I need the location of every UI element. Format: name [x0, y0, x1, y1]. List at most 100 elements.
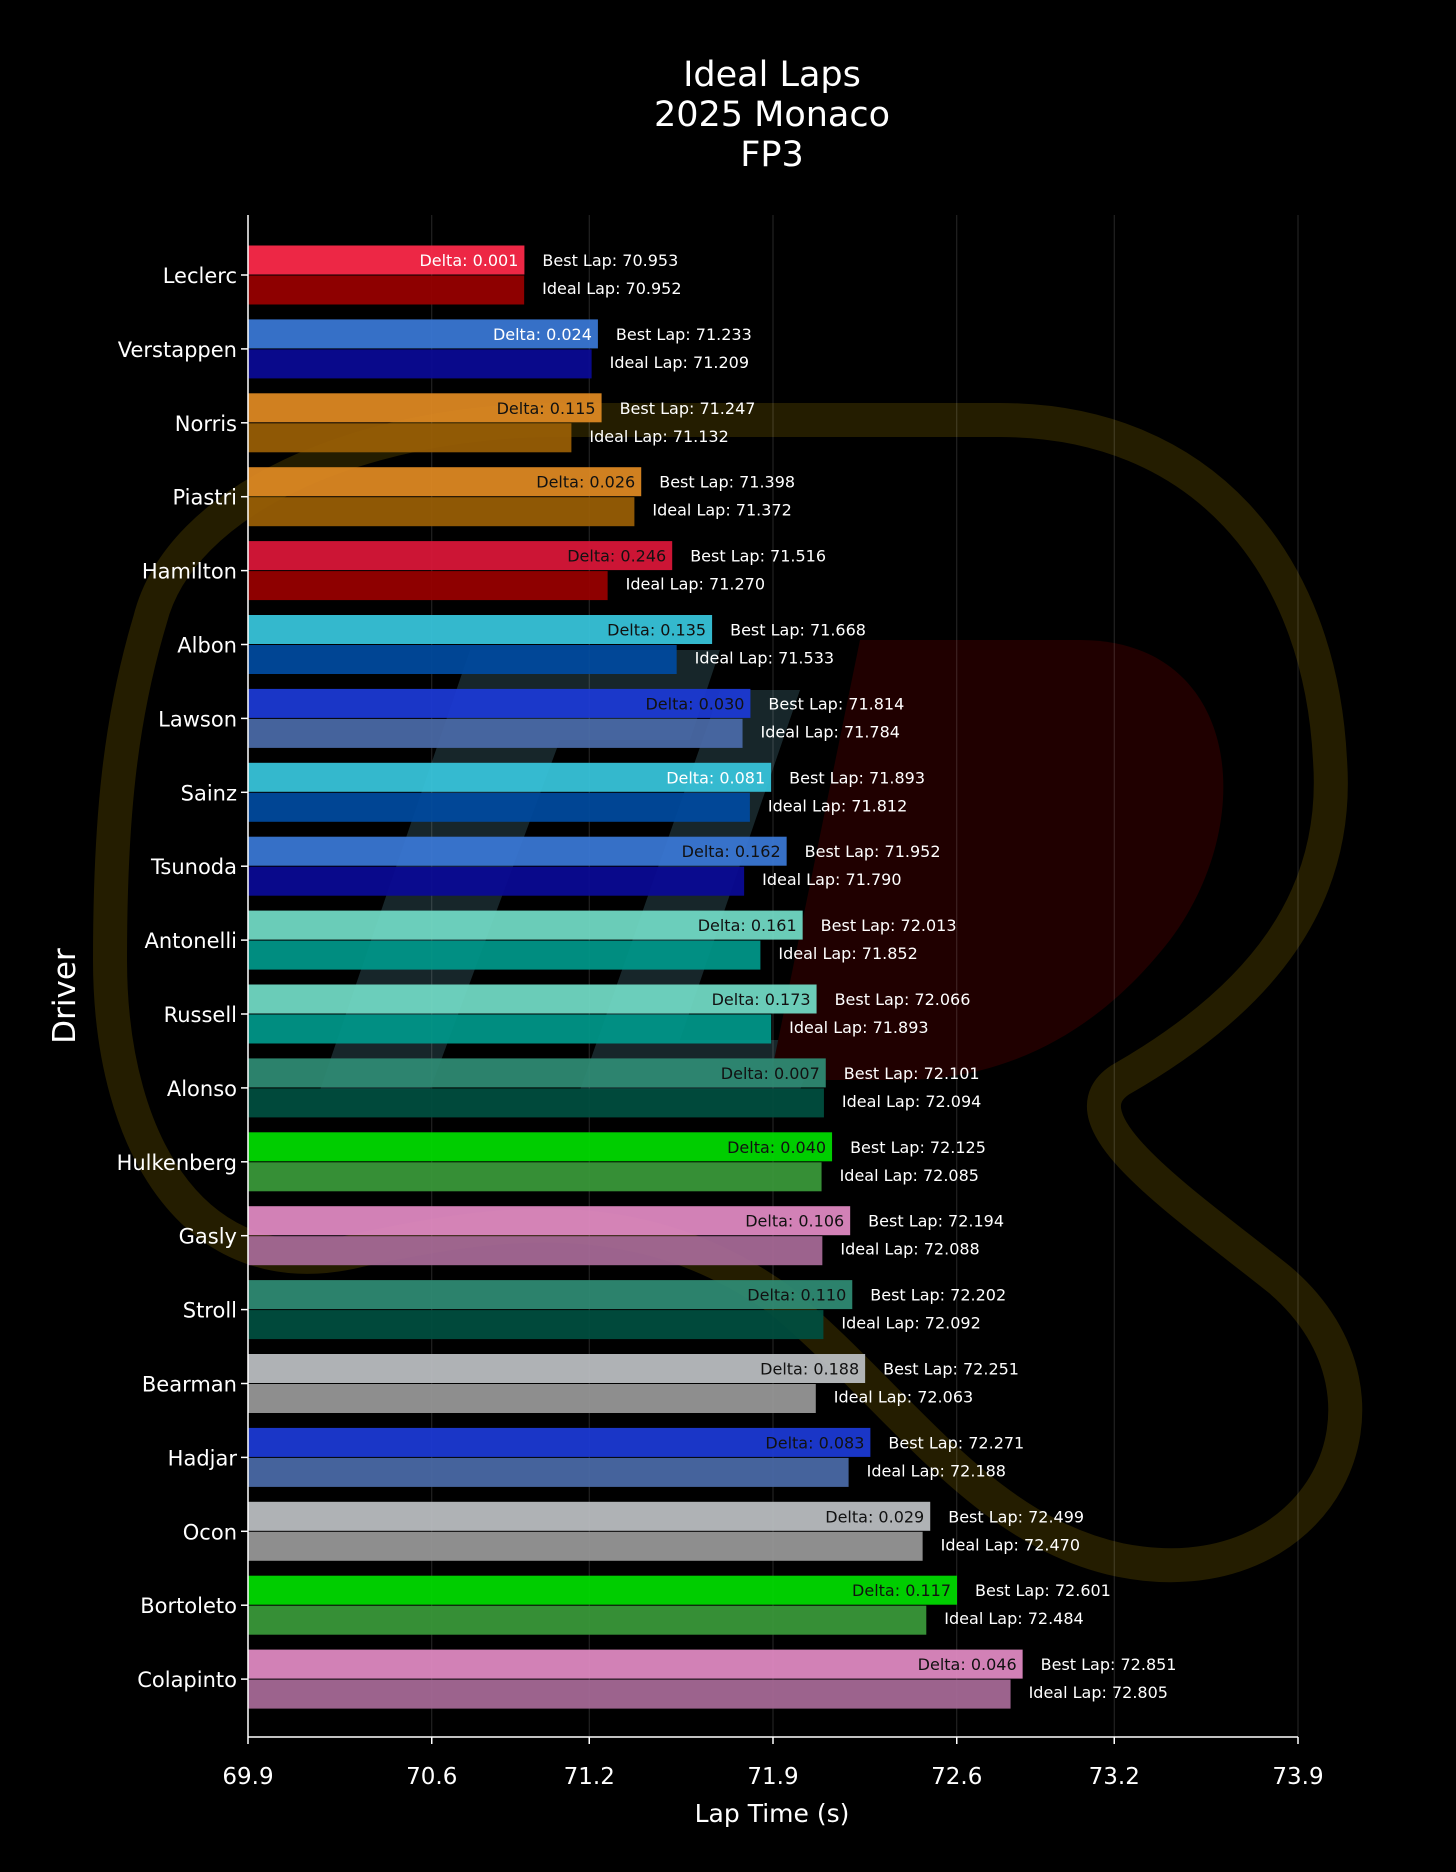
best-lap-bar [248, 836, 787, 866]
chart-title-line-3: FP3 [740, 135, 804, 175]
driver-labels: Leclerc Verstappen Norris Piastri Hamilton Al… [117, 264, 248, 1692]
ideal-lap-label: Ideal Lap: 72.063 [834, 1388, 973, 1407]
bars [248, 245, 1023, 1709]
best-lap-bar [248, 1649, 1023, 1679]
driver-label: Russell [164, 1003, 237, 1027]
x-tick-label: 70.6 [406, 1764, 457, 1790]
ideal-lap-label: Ideal Lap: 72.805 [1029, 1683, 1168, 1702]
ideal-lap-label: Ideal Lap: 71.372 [652, 501, 791, 520]
x-tick-labels: 69.9 70.6 71.2 71.9 72.6 73.2 73.9 [222, 1737, 1324, 1790]
delta-label: Delta: 0.173 [712, 990, 811, 1009]
driver-label: Lawson [158, 707, 237, 731]
driver-label: Hadjar [168, 1446, 238, 1470]
best-lap-bar [248, 1280, 853, 1310]
delta-label: Delta: 0.246 [567, 547, 666, 566]
best-lap-bar [248, 688, 751, 718]
x-tick-label: 71.2 [564, 1764, 615, 1790]
ideal-lap-label: Ideal Lap: 71.533 [695, 649, 834, 668]
best-lap-label: Best Lap: 71.893 [789, 768, 925, 787]
driver-label: Stroll [183, 1299, 237, 1323]
driver-label: Bortoleto [140, 1594, 237, 1618]
best-lap-bar [248, 1354, 866, 1383]
ideal-lap-label: Ideal Lap: 72.188 [867, 1461, 1006, 1480]
best-lap-bar [248, 762, 772, 792]
best-lap-label: Best Lap: 72.601 [975, 1581, 1111, 1600]
ideal-lap-bar [248, 1384, 816, 1413]
chart-title-line-2: 2025 Monaco [654, 95, 890, 135]
ideal-lap-bar [248, 1088, 824, 1118]
ideal-lap-bar [248, 423, 572, 453]
best-lap-bar [248, 245, 525, 275]
x-tick-label: 69.9 [222, 1764, 273, 1790]
best-lap-bar [248, 467, 642, 497]
ideal-lap-label: Ideal Lap: 71.270 [626, 575, 765, 594]
ideal-lap-bar [248, 1605, 927, 1635]
delta-label: Delta: 0.161 [698, 916, 797, 935]
best-lap-label: Best Lap: 72.251 [883, 1360, 1019, 1379]
ideal-lap-label: Ideal Lap: 72.088 [840, 1240, 979, 1259]
ideal-lap-label: Ideal Lap: 72.092 [841, 1314, 980, 1333]
best-lap-bar [248, 393, 602, 423]
delta-label: Delta: 0.007 [721, 1064, 820, 1083]
best-lap-bar [248, 1501, 931, 1531]
ideal-lap-bar [248, 1236, 823, 1266]
delta-label: Delta: 0.001 [419, 251, 518, 270]
delta-label: Delta: 0.106 [745, 1212, 844, 1231]
ideal-lap-bar [248, 645, 677, 674]
delta-label: Delta: 0.083 [765, 1433, 864, 1452]
ideal-lap-bar [248, 1162, 822, 1192]
ideal-lap-bar [248, 1531, 923, 1561]
delta-label: Delta: 0.029 [825, 1507, 924, 1526]
driver-label: Leclerc [163, 264, 237, 288]
best-lap-label: Best Lap: 71.247 [620, 399, 756, 418]
ideal-lap-bar [248, 1310, 824, 1340]
best-lap-label: Best Lap: 72.851 [1041, 1655, 1177, 1674]
ideal-lap-label: Ideal Lap: 72.484 [944, 1609, 1083, 1628]
best-lap-label: Best Lap: 70.953 [542, 251, 678, 270]
ideal-lap-label: Ideal Lap: 71.784 [761, 722, 900, 741]
chart-title-line-1: Ideal Laps [683, 55, 861, 95]
ideal-lap-label: Ideal Lap: 72.094 [842, 1092, 981, 1111]
x-tick-label: 71.9 [747, 1764, 798, 1790]
ideal-lap-bar [248, 718, 743, 748]
ideal-lap-label: Ideal Lap: 71.812 [768, 796, 907, 815]
best-lap-bar [248, 910, 803, 940]
ideal-lap-bar [248, 571, 608, 601]
ideal-lap-bar [248, 1014, 772, 1044]
driver-label: Tsunoda [150, 855, 237, 879]
bar-labels: Delta: 0.001 Best Lap: 70.953 Ideal Lap: 7… [419, 251, 1176, 1702]
ideal-lap-bar [248, 792, 750, 822]
best-lap-bar [248, 1427, 871, 1457]
ideal-lap-bar [248, 275, 525, 305]
best-lap-label: Best Lap: 71.516 [690, 547, 826, 566]
delta-label: Delta: 0.162 [682, 842, 781, 861]
best-lap-bar [248, 984, 817, 1014]
best-lap-label: Best Lap: 72.194 [868, 1212, 1004, 1231]
driver-label: Albon [177, 634, 237, 658]
best-lap-label: Best Lap: 72.271 [888, 1433, 1024, 1452]
delta-label: Delta: 0.026 [536, 473, 635, 492]
y-axis-title: Driver [47, 948, 83, 1044]
ideal-lap-bar [248, 1457, 849, 1487]
best-lap-label: Best Lap: 72.013 [821, 916, 957, 935]
delta-label: Delta: 0.081 [666, 768, 765, 787]
best-lap-label: Best Lap: 72.499 [948, 1507, 1084, 1526]
best-lap-bar [248, 1132, 833, 1162]
ideal-lap-label: Ideal Lap: 70.952 [542, 279, 681, 298]
ideal-lap-label: Ideal Lap: 71.132 [589, 427, 728, 446]
ideal-lap-label: Ideal Lap: 71.852 [778, 944, 917, 963]
delta-label: Delta: 0.135 [607, 621, 706, 640]
delta-label: Delta: 0.040 [727, 1138, 826, 1157]
driver-label: Hamilton [142, 560, 237, 584]
best-lap-label: Best Lap: 72.202 [870, 1286, 1006, 1305]
ideal-lap-bar [248, 940, 761, 970]
driver-label: Bearman [142, 1373, 237, 1397]
delta-label: Delta: 0.188 [760, 1360, 859, 1379]
best-lap-bar [248, 1575, 958, 1605]
delta-label: Delta: 0.030 [645, 694, 744, 713]
ideal-lap-label: Ideal Lap: 72.085 [840, 1166, 979, 1185]
best-lap-bar [248, 319, 598, 349]
best-lap-label: Best Lap: 72.125 [850, 1138, 986, 1157]
best-lap-label: Best Lap: 71.398 [659, 473, 795, 492]
